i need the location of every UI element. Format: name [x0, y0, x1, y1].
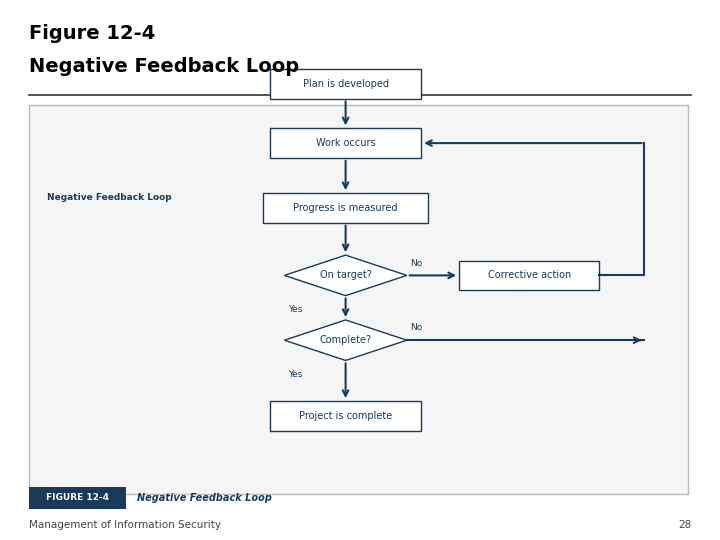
Text: No: No	[410, 323, 423, 333]
Text: Progress is measured: Progress is measured	[293, 203, 398, 213]
Text: Complete?: Complete?	[320, 335, 372, 345]
Polygon shape	[284, 320, 407, 361]
Text: Figure 12-4: Figure 12-4	[29, 24, 155, 43]
FancyBboxPatch shape	[270, 69, 421, 98]
FancyBboxPatch shape	[263, 193, 428, 222]
Text: Corrective action: Corrective action	[487, 271, 571, 280]
Text: Management of Information Security: Management of Information Security	[29, 520, 221, 530]
FancyBboxPatch shape	[270, 401, 421, 431]
Text: Project is complete: Project is complete	[299, 411, 392, 421]
Text: Plan is developed: Plan is developed	[302, 79, 389, 89]
Text: No: No	[410, 259, 423, 268]
FancyBboxPatch shape	[29, 487, 126, 509]
Text: Work occurs: Work occurs	[316, 138, 375, 148]
Text: FIGURE 12-4: FIGURE 12-4	[46, 494, 109, 502]
Polygon shape	[284, 255, 407, 296]
Text: 28: 28	[678, 520, 691, 530]
Text: Negative Feedback Loop: Negative Feedback Loop	[137, 493, 271, 503]
FancyBboxPatch shape	[459, 261, 599, 291]
FancyBboxPatch shape	[29, 105, 688, 494]
Text: Yes: Yes	[288, 305, 302, 314]
Text: Negative Feedback Loop: Negative Feedback Loop	[47, 193, 171, 202]
Text: On target?: On target?	[320, 271, 372, 280]
Text: Negative Feedback Loop: Negative Feedback Loop	[29, 57, 299, 76]
FancyBboxPatch shape	[270, 128, 421, 158]
Text: Yes: Yes	[288, 370, 302, 379]
